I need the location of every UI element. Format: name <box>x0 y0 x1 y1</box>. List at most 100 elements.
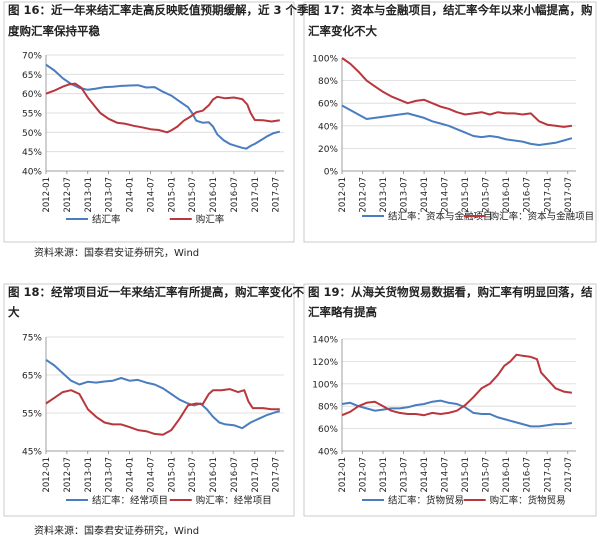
legend-label: 购汇率 <box>196 214 225 226</box>
x-tick-label: 2015-07 <box>482 177 492 213</box>
x-tick-label: 2012-07 <box>359 457 369 493</box>
y-tick-label: 55% <box>22 410 42 420</box>
x-tick-label: 2017-07 <box>272 177 282 213</box>
y-tick-label: 45% <box>22 448 42 458</box>
x-tick-label: 2015-01 <box>167 457 177 493</box>
series-line-2 <box>341 57 573 128</box>
x-tick-label: 2016-07 <box>523 457 533 493</box>
x-tick-label: 2014-01 <box>126 457 136 493</box>
x-tick-label: 2012-07 <box>63 457 73 493</box>
x-tick-label: 2016-07 <box>523 177 533 213</box>
chart-title-line: 图 19：从海关货物贸易数据看，购汇率有明显回落，结 <box>308 285 593 299</box>
x-tick-label: 2014-07 <box>441 457 451 493</box>
x-tick-label: 2013-01 <box>84 457 94 493</box>
x-tick-label: 2012-07 <box>359 177 369 213</box>
series-line-1 <box>45 63 281 150</box>
x-tick-label: 2016-07 <box>230 457 240 493</box>
y-tick-label: 60% <box>318 425 338 435</box>
y-tick-label: 40% <box>318 448 338 458</box>
legend-label: 结汇率：资本与金融项目 <box>388 211 493 223</box>
x-tick-label: 2014-01 <box>126 177 136 213</box>
chart-title-line: 大 <box>8 305 20 319</box>
series-line-2 <box>341 353 573 417</box>
y-tick-label: 55% <box>22 110 42 120</box>
x-tick-label: 2017-07 <box>272 457 282 493</box>
x-tick-label: 2015-01 <box>167 177 177 213</box>
x-tick-label: 2014-07 <box>146 457 156 493</box>
x-tick-label: 2012-01 <box>42 457 52 493</box>
y-tick-label: 45% <box>22 148 42 158</box>
x-tick-label: 2013-01 <box>379 177 389 213</box>
chart-title-line: 图 18：经常项目近一年来结汇率有所提高，购汇率变化不 <box>8 285 305 299</box>
legend-label: 结汇率：货物贸易 <box>388 495 464 507</box>
x-tick-label: 2012-01 <box>338 177 348 213</box>
x-tick-label: 2017-01 <box>543 457 553 493</box>
x-tick-label: 2012-01 <box>338 457 348 493</box>
chart-title-line: 汇率略有提高 <box>308 305 377 319</box>
x-tick-label: 2017-01 <box>251 177 261 213</box>
x-tick-label: 2017-07 <box>564 457 574 493</box>
y-tick-label: 60% <box>318 100 338 110</box>
x-tick-label: 2012-07 <box>63 177 73 213</box>
y-tick-label: 40% <box>318 122 338 132</box>
x-tick-label: 2014-01 <box>420 457 430 493</box>
x-tick-label: 2013-07 <box>105 457 115 493</box>
x-tick-label: 2017-07 <box>564 177 574 213</box>
y-tick-label: 65% <box>22 372 42 382</box>
y-tick-label: 80% <box>318 403 338 413</box>
y-tick-label: 80% <box>318 77 338 87</box>
legend-label: 结汇率 <box>92 214 121 226</box>
x-tick-label: 2012-01 <box>42 177 52 213</box>
x-tick-label: 2016-01 <box>209 177 219 213</box>
series-line-1 <box>45 358 281 430</box>
chart-title-line: 度购汇率保持平稳 <box>8 24 100 38</box>
x-tick-label: 2015-07 <box>482 457 492 493</box>
chart-title-line: 图 16：近一年来结汇率走高反映贬值预期缓解，近 3 个季 <box>8 3 309 17</box>
series-line-1 <box>341 399 573 428</box>
source-caption-bottom: 资料来源：国泰君安证券研究，Wind <box>34 524 199 537</box>
x-tick-label: 2015-07 <box>188 457 198 493</box>
legend-label: 购汇率：经常项目 <box>196 495 272 507</box>
y-tick-label: 65% <box>22 71 42 81</box>
figure-frame-3 <box>3 283 295 517</box>
series-line-1 <box>341 104 573 146</box>
y-tick-label: 40% <box>22 168 42 178</box>
x-tick-label: 2016-01 <box>209 457 219 493</box>
x-tick-label: 2016-07 <box>230 177 240 213</box>
figure-frame-1 <box>3 1 295 243</box>
legend-label: 结汇率：经常项目 <box>92 495 168 507</box>
figure-frame-4 <box>303 283 597 517</box>
legend-label: 购汇率：货物贸易 <box>490 495 566 507</box>
x-tick-label: 2013-07 <box>400 457 410 493</box>
y-tick-label: 75% <box>22 334 42 344</box>
y-tick-label: 100% <box>312 55 338 65</box>
y-tick-label: 60% <box>22 90 42 100</box>
source-caption-top: 资料来源：国泰君安证券研究，Wind <box>34 246 199 259</box>
y-tick-label: 0% <box>324 168 339 178</box>
x-tick-label: 2015-07 <box>188 177 198 213</box>
x-tick-label: 2014-07 <box>146 177 156 213</box>
x-tick-label: 2017-01 <box>251 457 261 493</box>
x-tick-label: 2016-01 <box>502 457 512 493</box>
y-tick-label: 70% <box>22 52 42 62</box>
legend-label: 购汇率：资本与金融项目 <box>490 211 595 223</box>
x-tick-label: 2013-01 <box>84 177 94 213</box>
x-tick-label: 2015-01 <box>461 457 471 493</box>
figure-frame-2 <box>303 1 597 243</box>
x-tick-label: 2014-07 <box>441 177 451 213</box>
x-tick-label: 2017-01 <box>543 177 553 213</box>
chart-title-line: 图 17：资本与金融项目，结汇率今年以来小幅提高，购 <box>308 3 593 17</box>
y-tick-label: 20% <box>318 145 338 155</box>
x-tick-label: 2013-07 <box>105 177 115 213</box>
y-tick-label: 50% <box>22 129 42 139</box>
y-tick-label: 140% <box>312 336 338 346</box>
x-tick-label: 2013-07 <box>400 177 410 213</box>
series-line-2 <box>45 82 280 134</box>
x-tick-label: 2016-01 <box>502 177 512 213</box>
y-tick-label: 100% <box>312 380 338 390</box>
